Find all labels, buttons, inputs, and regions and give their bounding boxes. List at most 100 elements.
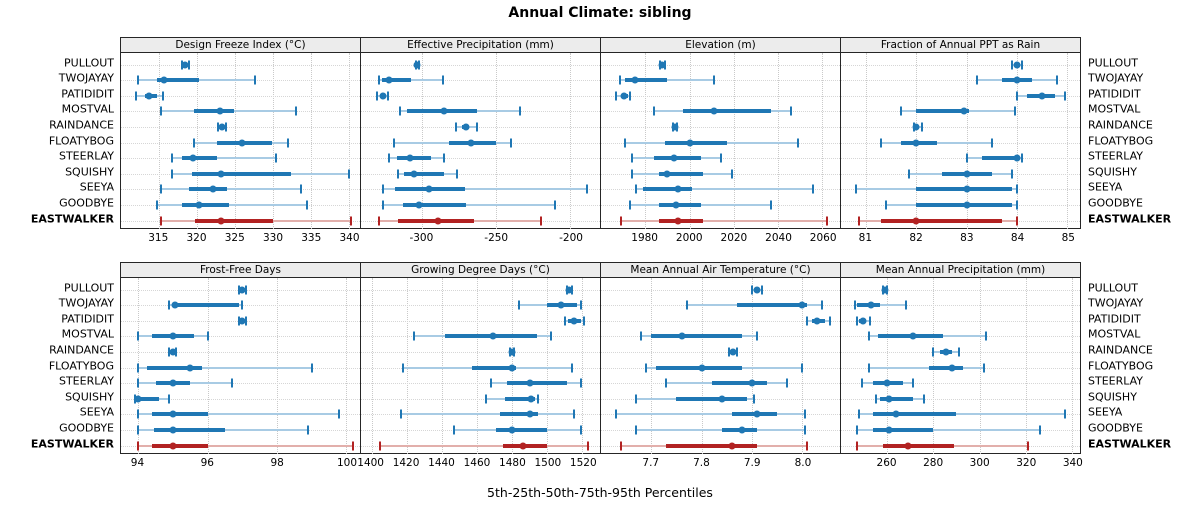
whisker-cap [168, 394, 171, 404]
gridline-horizontal [361, 305, 600, 307]
site-label: PATIDIDIT [61, 87, 114, 101]
bar-25-75 [496, 427, 548, 432]
site-label: SQUISHY [1088, 165, 1137, 179]
gridline-horizontal [121, 336, 360, 338]
whisker-cap [983, 363, 986, 372]
bar-25-75 [643, 187, 692, 192]
gridline-vertical [979, 278, 981, 454]
x-tick-label: 2040 [765, 232, 792, 244]
median-dot [379, 92, 387, 100]
whisker-cap [137, 441, 140, 450]
whisker-cap [412, 331, 415, 341]
gridline-horizontal [361, 351, 600, 353]
gridline-horizontal [361, 289, 600, 291]
whisker-cap [653, 106, 656, 116]
x-tick-label: 320 [1016, 457, 1037, 469]
bar-25-75 [153, 427, 225, 432]
x-tick-label: 1480 [499, 457, 526, 469]
whisker-cap [856, 441, 859, 450]
site-labels-left: PULLOUT TWOJAYAY PATIDIDIT MOSTVAL RAINDANCE… [0, 262, 121, 454]
x-tick-label: 280 [923, 457, 944, 469]
bar-25-75 [193, 109, 235, 114]
median-dot [171, 301, 179, 309]
panel-box: Effective Precipitation (mm) [360, 37, 601, 229]
whisker-cap [761, 285, 763, 294]
panel-plot [601, 53, 840, 229]
x-tick-label: 7.7 [642, 457, 660, 469]
whisker-cap [338, 409, 341, 419]
whisker-cap [965, 153, 968, 163]
x-tick-label: 96 [200, 457, 214, 469]
median-dot [238, 139, 246, 146]
bar-25-75 [188, 187, 228, 192]
whisker-cap [570, 363, 573, 372]
figure-title: Annual Climate: sibling [508, 5, 692, 21]
whisker-cap [853, 300, 856, 310]
whisker-cap [484, 394, 487, 404]
median-dot [217, 170, 225, 178]
whisker-cap [628, 91, 631, 101]
bar-25-75 [625, 78, 668, 83]
median-dot [948, 364, 956, 371]
median-dot [909, 332, 917, 340]
whisker-cap [920, 122, 923, 132]
site-label: PULLOUT [64, 281, 114, 294]
whisker-cap [755, 331, 758, 341]
site-label: SEEYA [79, 180, 114, 194]
median-dot [1013, 76, 1021, 84]
median-dot [169, 442, 177, 449]
panel-box: Design Freeze Index (°C) [120, 37, 361, 229]
x-tick-label: 1460 [463, 457, 491, 469]
bar-25-75 [981, 156, 1019, 161]
x-axis-ticks: 81 82 83 84 85 [840, 229, 1081, 247]
whisker-cap [382, 200, 385, 210]
median-dot [238, 317, 246, 325]
whisker-cap [615, 91, 618, 101]
median-dot [753, 410, 761, 418]
x-tick-label: 84 [1010, 232, 1025, 244]
x-tick-label: 2060 [809, 232, 837, 244]
whisker-5-95 [138, 413, 340, 416]
whisker-cap [932, 347, 935, 357]
median-dot [738, 426, 746, 434]
gridline-vertical [371, 278, 373, 454]
median-dot [1013, 61, 1021, 68]
panel-plot [121, 278, 360, 454]
gridline-vertical [570, 53, 572, 229]
median-dot [753, 286, 761, 293]
site-labels-right: PULLOUT TWOJAYAY PATIDIDIT MOSTVAL RAINDANCE… [1081, 262, 1196, 454]
whisker-cap [1016, 91, 1019, 101]
whisker-cap [753, 394, 756, 404]
median-dot [508, 426, 516, 434]
site-label: PATIDIDIT [1088, 87, 1141, 101]
site-label: EASTWALKER [1088, 437, 1172, 450]
site-label: GOODBYE [1088, 196, 1143, 210]
whisker-cap [241, 300, 244, 310]
panel-plot [361, 278, 600, 454]
gridline-horizontal [361, 158, 600, 160]
whisker-cap [554, 200, 557, 210]
median-dot [1038, 92, 1046, 100]
whisker-cap [137, 378, 140, 388]
whisker-cap [1021, 153, 1024, 163]
bar-25-75 [651, 334, 742, 339]
whisker-cap [990, 138, 993, 147]
panel-title: Fraction of Annual PPT as Rain [841, 38, 1080, 53]
median-dot [813, 317, 821, 325]
gridline-vertical [441, 278, 443, 454]
median-dot [169, 379, 177, 387]
site-label: TWOJAYAY [1088, 296, 1144, 310]
whisker-cap [628, 200, 631, 210]
panel: Growing Degree Days (°C) 1400 1420 1440 1460… [357, 262, 601, 472]
site-label: MOSTVAL [61, 327, 114, 341]
panel-box: Frost-Free Days [120, 262, 361, 454]
bar-25-75 [873, 427, 934, 432]
median-dot [216, 107, 224, 115]
whisker-cap [1038, 425, 1041, 435]
whisker-cap [376, 91, 379, 101]
whisker-cap [1011, 60, 1014, 69]
median-dot [467, 139, 475, 146]
whisker-cap [630, 169, 633, 179]
site-label: SQUISHY [65, 390, 114, 404]
whisker-cap [885, 200, 888, 210]
